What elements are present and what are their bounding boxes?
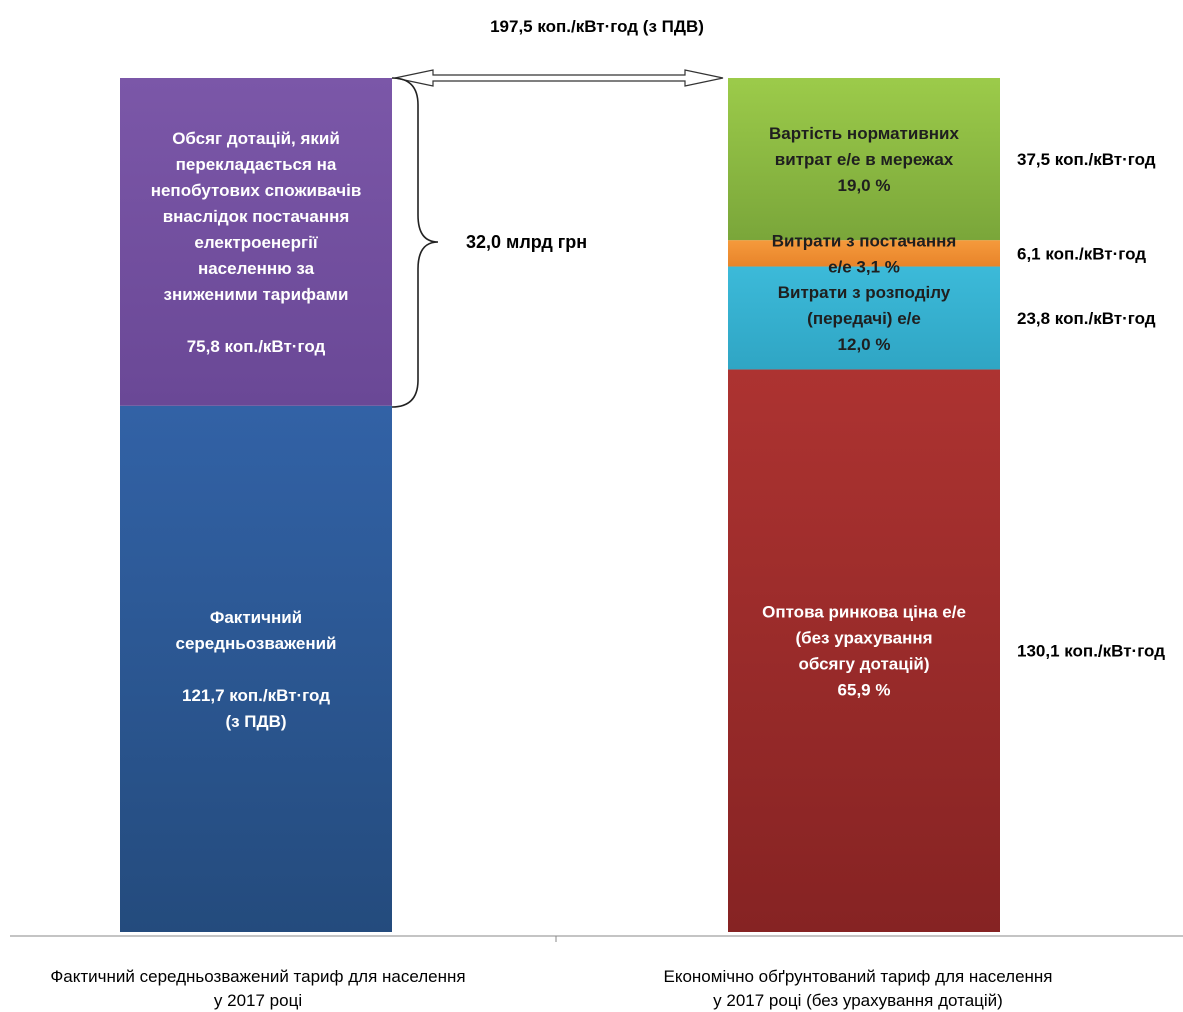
bar-2-segment-1 xyxy=(728,369,1000,932)
segment-label-1-1: Фактичний середньозважений 121,7 коп./кВт·… xyxy=(175,608,336,731)
bar-2-segment-3 xyxy=(728,240,1000,267)
double-arrow-connector xyxy=(394,69,724,87)
segment-label-2-2: Витрати з розподілу (передачі) е/е 12,0 % xyxy=(778,283,951,354)
bar-2-segment-2 xyxy=(728,266,1000,370)
segment-label-2-1: Оптова ринкова ціна е/е (без урахування об… xyxy=(762,603,966,700)
subsidy-amount-label: 32,0 млрд грн xyxy=(466,232,587,252)
side-value-label-3: 6,1 коп./кВт·год xyxy=(1017,244,1146,263)
segment-label-2-3: Витрати з постачання е/е 3,1 % xyxy=(772,231,957,276)
bar-1-segment-2 xyxy=(120,78,392,406)
labels-layer: Фактичний середньозважений 121,7 коп./кВт·… xyxy=(151,124,1166,731)
segment-label-2-4: Вартість нормативних витрат е/е в мережах… xyxy=(769,124,959,195)
svg-text:Фактичний середньозважений тар: Фактичний середньозважений тариф для нас… xyxy=(50,967,465,986)
segment-label-1-2: Обсяг дотацій, який перекладається на непо… xyxy=(151,129,362,356)
svg-text:Економічно обґрунтований тариф: Економічно обґрунтований тариф для насел… xyxy=(664,967,1053,986)
side-value-label-2: 23,8 коп./кВт·год xyxy=(1017,309,1156,328)
bars-layer xyxy=(120,78,1000,932)
side-value-label-1: 130,1 коп./кВт·год xyxy=(1017,642,1165,661)
category-label-2: Економічно обґрунтований тариф для насел… xyxy=(664,967,1053,1010)
total-tariff-label: 197,5 коп./кВт·год (з ПДВ) xyxy=(490,17,704,36)
bar-2-segment-4 xyxy=(728,78,1000,241)
side-value-label-4: 37,5 коп./кВт·год xyxy=(1017,150,1156,169)
curly-brace xyxy=(391,77,439,408)
svg-text:у 2017 році: у 2017 році xyxy=(214,991,302,1010)
svg-text:у 2017 році (без урахування д: у 2017 році (без урахування дотацій) xyxy=(713,991,1003,1010)
category-label-1: Фактичний середньозважений тариф для нас… xyxy=(50,967,465,1010)
bar-1-segment-1 xyxy=(120,405,392,932)
